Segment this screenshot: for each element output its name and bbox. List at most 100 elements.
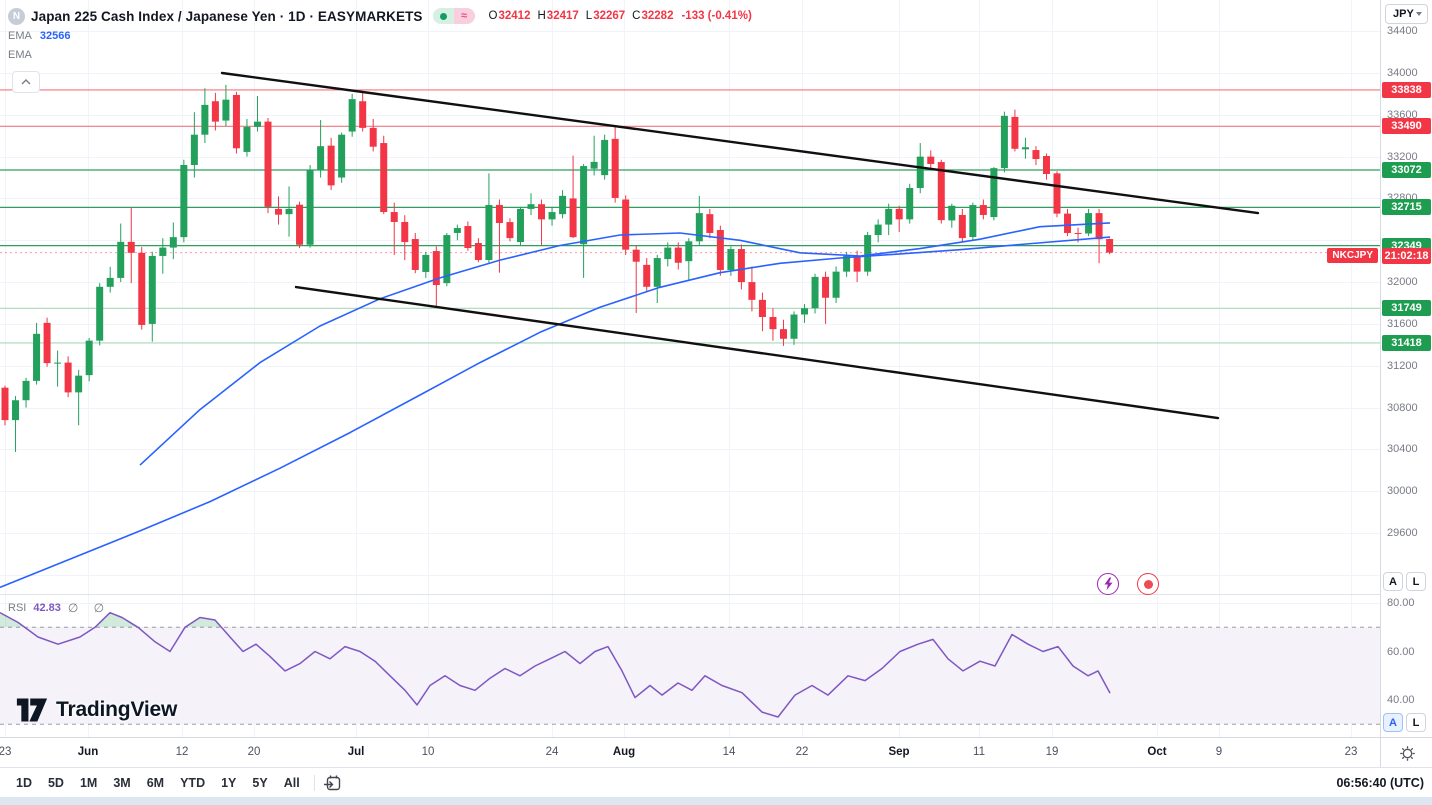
range-button-1m[interactable]: 1M — [79, 776, 98, 790]
auto-scale-button[interactable]: A — [1383, 713, 1403, 732]
candlestick[interactable] — [180, 159, 188, 243]
candlestick[interactable] — [569, 155, 577, 239]
candlestick[interactable] — [453, 224, 461, 241]
candlestick[interactable] — [85, 338, 93, 382]
candlestick[interactable] — [1042, 153, 1050, 180]
candlestick[interactable] — [948, 203, 956, 228]
candlestick[interactable] — [169, 222, 177, 260]
candlestick[interactable] — [706, 208, 714, 239]
candlestick[interactable] — [359, 92, 367, 132]
go-to-date-button[interactable] — [323, 774, 342, 793]
candlestick[interactable] — [12, 396, 20, 452]
candlestick[interactable] — [685, 238, 693, 281]
candlestick[interactable] — [117, 223, 125, 283]
range-button-1y[interactable]: 1Y — [221, 776, 237, 790]
candlestick[interactable] — [653, 254, 661, 304]
candlestick[interactable] — [527, 193, 535, 216]
candlestick[interactable] — [285, 186, 293, 237]
instant-order-button[interactable] — [1097, 573, 1119, 595]
candlestick[interactable] — [664, 242, 672, 267]
candlestick[interactable] — [43, 317, 51, 367]
chart-pane[interactable]: N Japan 225 Cash Index / Japanese Yen · … — [0, 0, 1380, 737]
candlestick[interactable] — [601, 134, 609, 180]
candlestick[interactable] — [106, 266, 114, 293]
symbol-title[interactable]: Japan 225 Cash Index / Japanese Yen · 1D… — [31, 8, 423, 24]
candlestick[interactable] — [232, 91, 240, 154]
candlestick[interactable] — [559, 190, 567, 219]
candlestick[interactable] — [432, 246, 440, 307]
price-axis[interactable]: JPY AL AL 344003400033600332003280032000… — [1380, 0, 1432, 737]
candlestick[interactable] — [1, 385, 9, 426]
candlestick[interactable] — [211, 92, 219, 131]
range-button-5y[interactable]: 5Y — [252, 776, 268, 790]
candlestick[interactable] — [443, 232, 451, 287]
candlestick[interactable] — [390, 202, 398, 255]
range-button-ytd[interactable]: YTD — [180, 776, 206, 790]
candlestick[interactable] — [338, 132, 346, 183]
candlestick[interactable] — [590, 135, 598, 176]
candlestick[interactable] — [548, 206, 556, 226]
candlestick[interactable] — [695, 195, 703, 246]
candlestick[interactable] — [979, 199, 987, 220]
candlestick[interactable] — [906, 183, 914, 224]
candlestick[interactable] — [832, 266, 840, 304]
rsi-legend[interactable]: RSI 42.83 ∅ ∅ — [8, 601, 110, 615]
candlestick-chart-canvas[interactable] — [0, 0, 1380, 737]
ema-slow-line[interactable] — [0, 236, 1111, 589]
candlestick[interactable] — [801, 304, 809, 323]
candlestick[interactable] — [790, 311, 798, 345]
candlestick[interactable] — [1000, 111, 1008, 173]
candlestick[interactable] — [327, 137, 335, 191]
range-button-6m[interactable]: 6M — [146, 776, 165, 790]
candlestick[interactable] — [779, 319, 787, 346]
candlestick[interactable] — [885, 203, 893, 236]
candlestick[interactable] — [1085, 208, 1093, 237]
candlestick[interactable] — [401, 215, 409, 261]
candlestick[interactable] — [811, 273, 819, 314]
candlestick[interactable] — [96, 283, 104, 346]
candlestick[interactable] — [422, 251, 430, 278]
candlestick[interactable] — [54, 350, 62, 387]
candlestick[interactable] — [275, 196, 283, 225]
candlestick[interactable] — [769, 308, 777, 341]
candlestick[interactable] — [864, 231, 872, 276]
candlestick[interactable] — [201, 88, 209, 144]
candlestick[interactable] — [969, 202, 977, 241]
gear-icon[interactable] — [1399, 745, 1416, 762]
candlestick[interactable] — [253, 96, 261, 132]
candlestick[interactable] — [674, 242, 682, 270]
candlestick[interactable] — [64, 356, 72, 398]
log-scale-button[interactable]: L — [1406, 713, 1426, 732]
range-button-all[interactable]: All — [283, 776, 300, 790]
candlestick[interactable] — [306, 165, 314, 248]
candlestick[interactable] — [127, 207, 135, 284]
candlestick[interactable] — [538, 199, 546, 245]
candlestick[interactable] — [296, 201, 304, 249]
candlestick[interactable] — [1053, 171, 1061, 218]
candlestick[interactable] — [516, 206, 524, 246]
candlestick[interactable] — [748, 266, 756, 312]
trendline[interactable] — [294, 285, 1220, 420]
candlestick[interactable] — [474, 238, 482, 263]
candlestick[interactable] — [1064, 208, 1072, 237]
currency-selector[interactable]: JPY — [1385, 4, 1428, 24]
candlestick[interactable] — [822, 271, 830, 324]
market-status-pill[interactable]: ≈ — [432, 8, 475, 24]
candlestick[interactable] — [33, 322, 41, 385]
candlestick[interactable] — [611, 126, 619, 203]
candlestick[interactable] — [485, 173, 493, 264]
candlestick[interactable] — [958, 208, 966, 243]
candlestick[interactable] — [243, 119, 251, 157]
candlestick[interactable] — [411, 232, 419, 274]
candlestick[interactable] — [758, 292, 766, 332]
candlestick[interactable] — [895, 205, 903, 232]
candlestick[interactable] — [264, 117, 272, 214]
candlestick[interactable] — [190, 112, 198, 178]
symbol-icon[interactable]: N — [8, 7, 25, 25]
candlestick[interactable] — [222, 84, 230, 127]
indicator-row-ema2[interactable]: EMA — [8, 49, 752, 63]
range-button-1d[interactable]: 1D — [16, 776, 32, 790]
candlestick[interactable] — [148, 251, 156, 342]
candlestick[interactable] — [1095, 208, 1103, 264]
candlestick[interactable] — [737, 244, 745, 290]
